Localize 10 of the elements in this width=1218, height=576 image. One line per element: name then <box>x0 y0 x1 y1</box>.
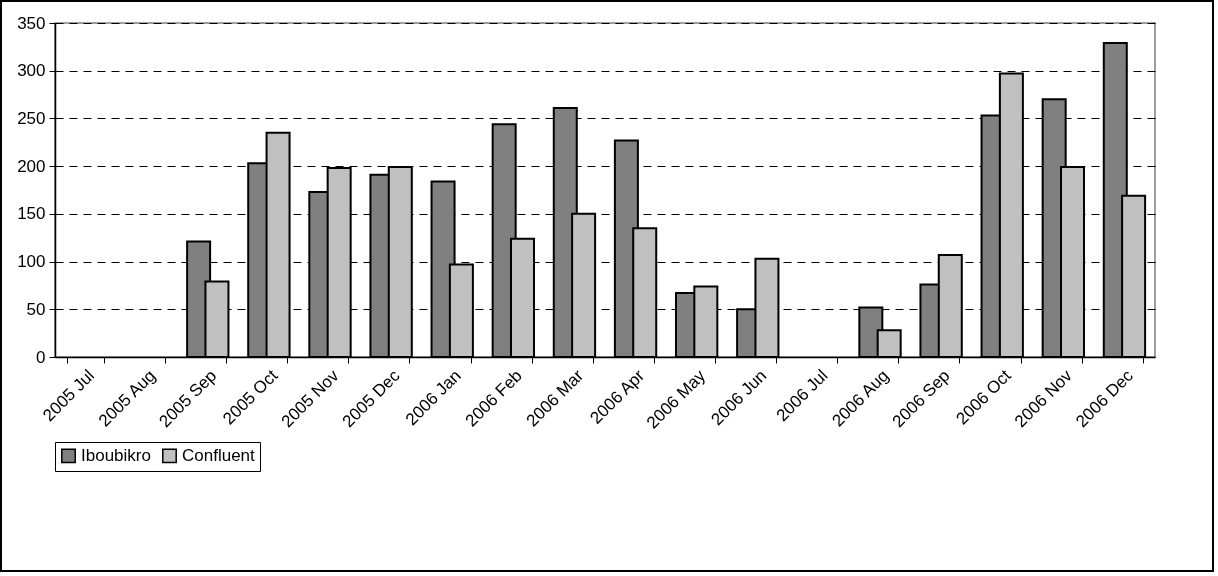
y-tick-label: 350 <box>17 13 46 33</box>
legend-label: Iboubikro <box>81 445 151 465</box>
y-tick-label: 300 <box>17 61 46 81</box>
y-tick-label: 100 <box>17 252 46 272</box>
y-tick-label: 250 <box>17 108 46 128</box>
y-tick-label: 50 <box>26 299 46 319</box>
legend-label: Confluent <box>182 445 256 465</box>
y-tick-label: 150 <box>17 204 46 224</box>
y-tick-label: 0 <box>36 347 46 367</box>
y-tick-label: 200 <box>17 156 46 176</box>
